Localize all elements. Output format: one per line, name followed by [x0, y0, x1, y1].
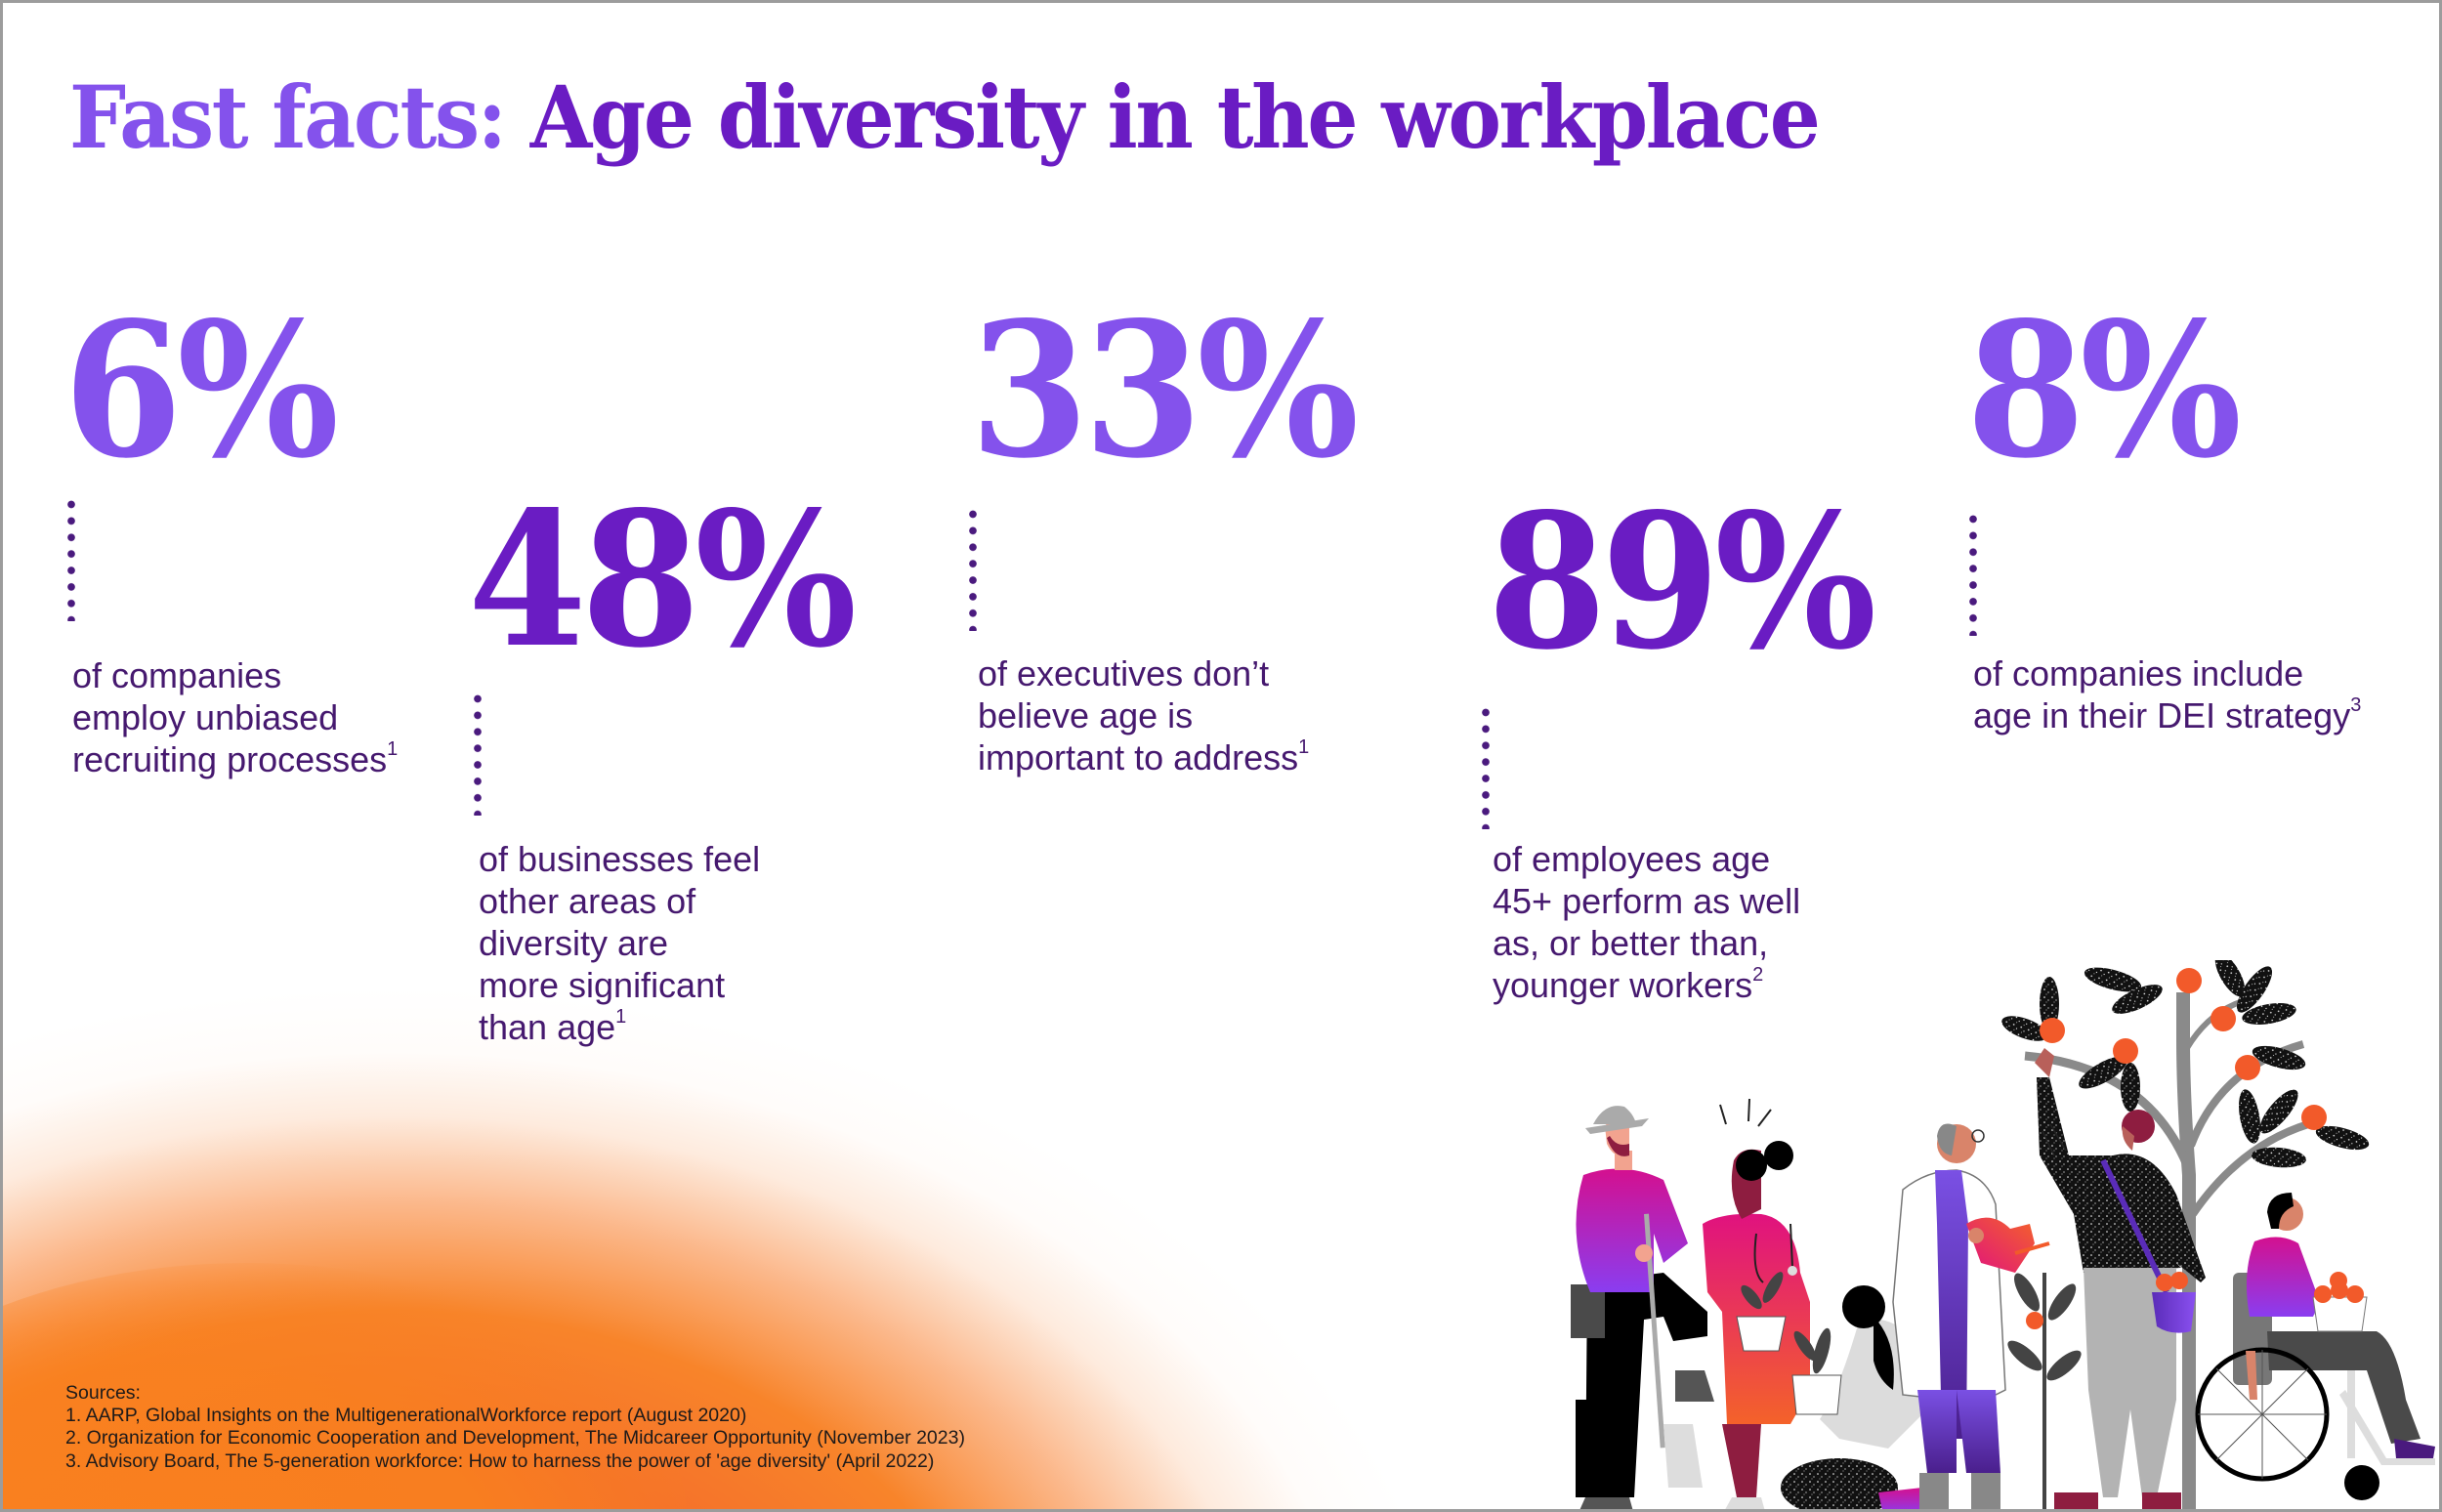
title-prefix: Fast facts:	[69, 66, 507, 168]
stat-description: of businesses feel other areas of divers…	[479, 839, 761, 1047]
woman-in-wheelchair-figure	[2195, 1193, 2435, 1500]
small-plant	[2007, 1273, 2082, 1509]
stat-value: 33%	[970, 281, 1359, 499]
sources-list: Sources: 1. AARP, Global Insights on the…	[65, 1382, 965, 1473]
footnote-ref: 1	[615, 1006, 627, 1028]
title-main: Age diversity in the workplace	[529, 66, 1821, 168]
footnote-ref: 3	[2350, 694, 2362, 716]
nurse-figure	[1703, 1098, 1810, 1509]
stat-description: of employees age 45+ perform as well as,…	[1493, 839, 1801, 1005]
sources-heading: Sources:	[65, 1382, 141, 1404]
source-item: 2. Organization for Economic Cooperation…	[65, 1427, 965, 1449]
stat-description: of companies employ unbiased recruiting …	[72, 655, 399, 779]
stat-value: 48%	[468, 471, 857, 689]
source-item: 3. Advisory Board, The 5-generation work…	[65, 1449, 935, 1472]
stat-description: of companies include age in their DEI st…	[1973, 653, 2362, 735]
dotted-divider	[474, 691, 482, 816]
footnote-ref: 2	[1752, 964, 1764, 986]
dotted-divider	[67, 496, 75, 621]
dotted-divider	[1969, 511, 1977, 636]
man-picking-oranges-figure	[2035, 1048, 2206, 1509]
stat-description: of executives don’t believe age is impor…	[978, 653, 1310, 777]
doctor-figure	[1892, 1123, 2050, 1509]
dotted-divider	[1482, 704, 1490, 829]
dotted-divider	[969, 506, 977, 631]
footnote-ref: 1	[387, 738, 399, 760]
gardener-figure	[1571, 1106, 1714, 1509]
stat-value: 6%	[63, 281, 339, 499]
page-title: Fast facts: Age diversity in the workpla…	[69, 63, 1821, 171]
workers-gardening-illustration	[1571, 960, 2435, 1509]
stat-value: 8%	[1966, 281, 2242, 499]
stat-value: 89%	[1488, 473, 1876, 691]
orange-tree	[2001, 960, 2370, 1509]
source-item: 1. AARP, Global Insights on the Multigen…	[65, 1405, 747, 1427]
footnote-ref: 1	[1298, 736, 1310, 758]
